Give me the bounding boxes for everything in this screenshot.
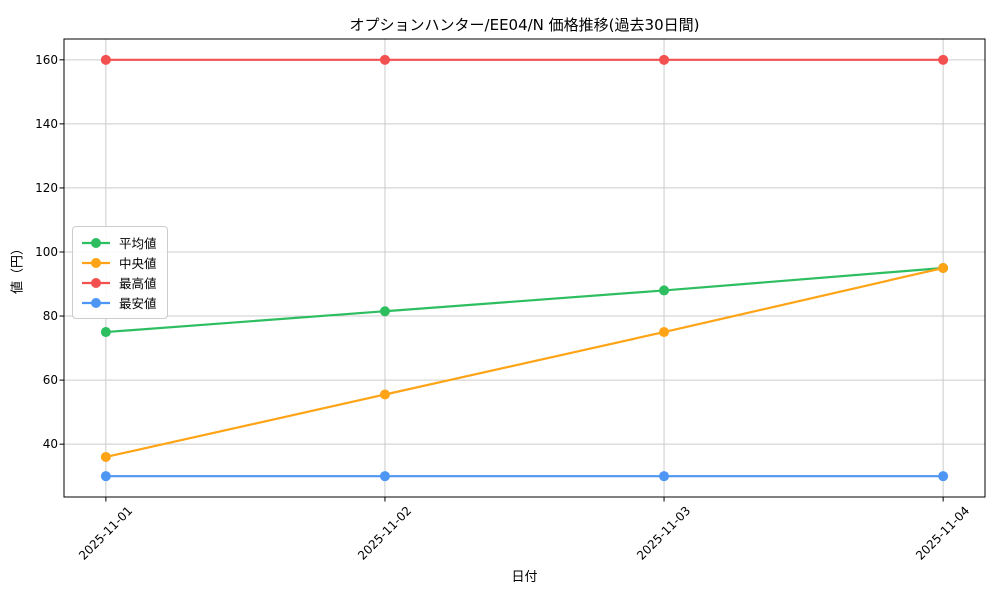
data-point-3 — [100, 471, 111, 482]
legend-label: 平均値 — [119, 236, 157, 251]
data-point-2 — [659, 54, 670, 65]
y-axis-label: 値（円） — [10, 241, 26, 295]
data-point-2 — [379, 54, 390, 65]
legend-item-3: 最安値 — [81, 294, 157, 311]
legend-item-2: 最高値 — [81, 274, 157, 291]
data-point-2 — [100, 54, 111, 65]
data-point-1 — [659, 327, 670, 338]
chart-title: オプションハンター/EE04/N 価格推移(過去30日間) — [349, 16, 700, 34]
data-point-1 — [379, 389, 390, 400]
legend-item-1: 中央値 — [81, 254, 157, 271]
data-point-0 — [659, 285, 670, 296]
y-tick-label: 160 — [35, 52, 58, 67]
data-point-1 — [100, 451, 111, 462]
legend: 平均値中央値最高値最安値 — [72, 226, 168, 319]
legend-marker-icon — [82, 297, 110, 308]
series-line-1 — [105, 266, 944, 459]
x-axis-label: 日付 — [511, 570, 538, 585]
y-tick-label: 80 — [42, 309, 58, 324]
legend-label: 中央値 — [119, 256, 157, 271]
data-point-3 — [379, 471, 390, 482]
data-point-3 — [938, 471, 949, 482]
data-point-1 — [938, 263, 949, 273]
legend-item-0: 平均値 — [81, 234, 157, 251]
legend-label: 最安値 — [119, 296, 157, 311]
y-tick-label: 100 — [35, 244, 58, 259]
data-point-0 — [100, 327, 111, 338]
data-point-2 — [938, 54, 949, 65]
data-point-0 — [379, 306, 390, 317]
legend-marker-icon — [82, 257, 110, 268]
legend-marker-icon — [82, 237, 110, 248]
plot-border — [63, 38, 986, 498]
legend-label: 最高値 — [119, 276, 157, 291]
y-tick-label: 120 — [35, 180, 58, 195]
legend-marker-icon — [82, 277, 110, 288]
y-tick-label: 140 — [35, 116, 58, 131]
y-tick-label: 40 — [42, 437, 58, 452]
data-point-3 — [659, 471, 670, 482]
y-tick-label: 60 — [42, 373, 58, 388]
series-line-0 — [105, 266, 944, 334]
